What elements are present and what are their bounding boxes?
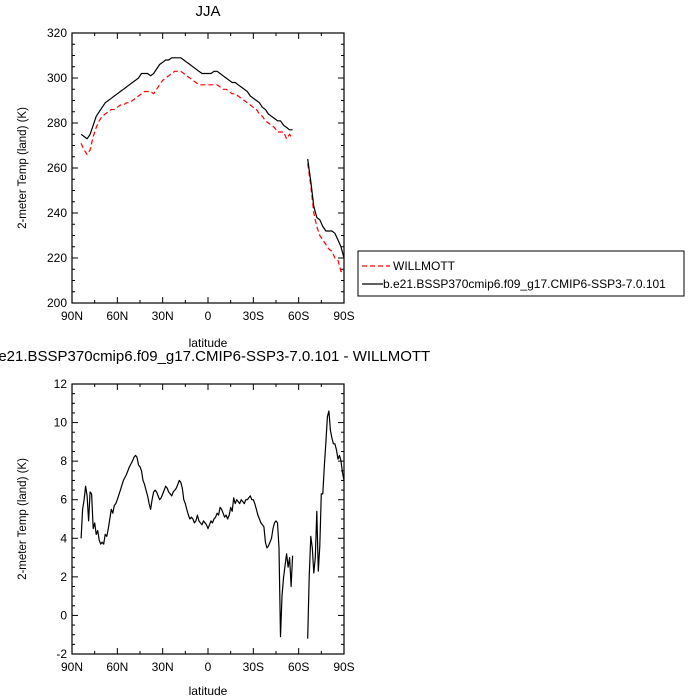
top-series-model-line (307, 158, 345, 259)
top-x-axis-label: latitude (189, 336, 228, 350)
top-x-tick-label: 90N (61, 309, 83, 323)
top-plot-area: 90N 60N 30N 0 30S 60S 90S 200 220 240 260 280 300 320 (47, 26, 355, 323)
top-x-tick-label: 30N (152, 309, 174, 323)
top-y-axis-label: 2-meter Temp (land) (K) (17, 107, 29, 229)
top-y-tick-label: 300 (47, 71, 67, 85)
top-x-tick-label: 60S (288, 309, 309, 323)
bottom-y-tick-label: 6 (60, 493, 67, 507)
bottom-series-model-line (307, 410, 345, 639)
bottom-x-axis-label: latitude (189, 684, 228, 698)
bottom-series-model-line (80, 454, 294, 638)
bottom-x-tick-label: 30N (152, 660, 174, 674)
legend-model-label: b.e21.BSSP370cmip6.f09_g17.CMIP6-SSP3-7.… (383, 277, 666, 291)
bottom-y-tick-label: -2 (56, 647, 67, 661)
bottom-x-tick-label: 60N (106, 660, 128, 674)
top-y-tick-label: 240 (47, 206, 67, 220)
top-x-tick-label: 90S (333, 309, 354, 323)
bottom-y-tick-label: 2 (60, 570, 67, 584)
bottom-y-tick-label: 12 (54, 377, 68, 391)
bottom-y-axis-label: 2-meter Temp (land) (K) (17, 458, 29, 580)
top-x-tick-label: 60N (106, 309, 128, 323)
bottom-y-tick-label: 10 (54, 416, 68, 430)
top-y-tick-label: 220 (47, 251, 67, 265)
bottom-y-tick-label: 8 (60, 454, 67, 468)
top-panel-title: JJA (195, 3, 220, 20)
top-series-willmott-line (307, 163, 344, 273)
top-y-tick-label: 200 (47, 296, 67, 310)
top-series-willmott-line (80, 70, 294, 156)
bottom-x-tick-label: 30S (243, 660, 264, 674)
bottom-y-tick-label: 0 (60, 608, 67, 622)
legend: WILLMOTT b.e21.BSSP370cmip6.f09_g17.CMIP… (357, 250, 685, 297)
bottom-y-tick-label: 4 (60, 531, 67, 545)
bottom-panel-title: b.e21.BSSP370cmip6.f09_g17.CMIP6-SSP3-7.… (0, 348, 430, 365)
top-x-tick-label: 0 (205, 309, 212, 323)
bottom-x-tick-label: 90S (333, 660, 354, 674)
top-y-tick-label: 280 (47, 116, 67, 130)
top-y-tick-label: 320 (47, 26, 67, 40)
bottom-panel: b.e21.BSSP370cmip6.f09_g17.CMIP6-SSP3-7.… (0, 348, 430, 698)
top-panel: JJA 90N 60N 30N 0 30S 60S 90S 200 220 240 260 280 30… (17, 3, 355, 350)
bottom-x-tick-label: 60S (288, 660, 309, 674)
bottom-x-tick-label: 90N (61, 660, 83, 674)
bottom-plot-frame (71, 383, 345, 655)
top-y-tick-label: 260 (47, 161, 67, 175)
legend-willmott-label: WILLMOTT (393, 259, 456, 273)
top-x-tick-label: 30S (243, 309, 264, 323)
legend-box (357, 250, 685, 297)
bottom-x-tick-label: 0 (205, 660, 212, 674)
bottom-plot-area: 90N 60N 30N 0 30S 60S 90S -2 0 2 4 6 8 10 12 (54, 377, 355, 674)
top-series-model-line (80, 57, 293, 140)
top-plot-frame (71, 32, 345, 304)
